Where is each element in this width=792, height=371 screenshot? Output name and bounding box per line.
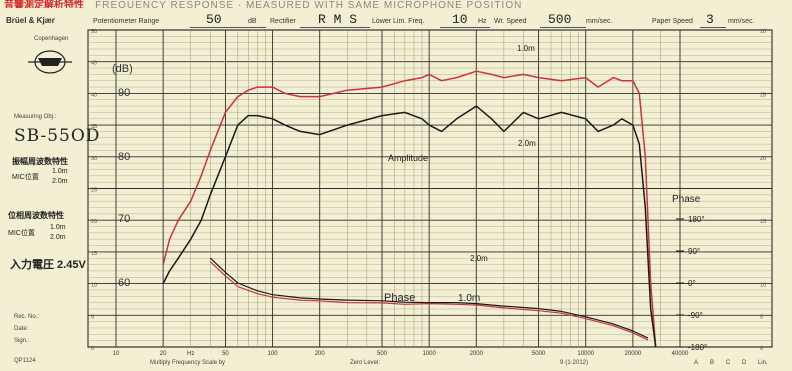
weight-c: C: [726, 360, 730, 366]
weight-b: B: [710, 360, 714, 366]
zero-level-label: Zero Level:: [350, 360, 380, 366]
scale-label: 80: [118, 151, 130, 163]
left-axis-tick: 5: [91, 314, 94, 320]
phase-tick-label: 180°: [688, 215, 705, 224]
weight-lin: Lin.: [758, 360, 768, 366]
scale-label: 70: [118, 213, 130, 225]
right-axis-tick: 10: [760, 29, 766, 35]
annotation-amp-2m: 2.0m: [518, 139, 536, 148]
right-axis-tick: 5: [760, 314, 763, 320]
phase-tick-label: -90°: [688, 311, 703, 320]
annotation-amp-1m: 1.0m: [517, 44, 535, 53]
left-axis-tick: 40: [91, 92, 97, 98]
left-axis-tick: 0: [91, 346, 94, 352]
right-axis-tick: 25: [760, 92, 766, 98]
left-axis-tick: 15: [91, 251, 97, 257]
right-axis-tick: 10: [760, 283, 766, 289]
left-axis-tick: 25: [91, 188, 97, 194]
annotation-amplitude: Amplitude: [388, 153, 428, 163]
weight-a: A: [694, 360, 698, 366]
left-axis-tick: 10: [91, 283, 97, 289]
annotation-phase: Phase: [384, 292, 415, 304]
right-axis-tick: 20: [760, 156, 766, 162]
right-axis-tick: 0: [760, 346, 763, 352]
left-axis-tick: 35: [91, 124, 97, 130]
scale-label: (dB): [112, 63, 133, 75]
annotation-phase-2m: 2.0m: [470, 254, 488, 263]
left-axis-tick: 50: [91, 29, 97, 35]
scale-label: 60: [118, 277, 130, 289]
weight-d: D: [742, 360, 746, 366]
phase-tick-label: -180°: [688, 343, 707, 352]
bottom-strip: Multiply Frequency Scale by Zero Level: …: [0, 355, 792, 371]
annotation-phase-1m: 1.0m: [458, 293, 480, 304]
left-axis-tick: 20: [91, 219, 97, 225]
multiply-label: Multiply Frequency Scale by: [150, 360, 225, 366]
phase-tick-label: 0°: [688, 279, 696, 288]
code-label: 9·(1·2012): [560, 360, 588, 366]
right-axis-tick: 15: [760, 219, 766, 225]
left-axis-tick: 45: [91, 61, 97, 67]
left-axis-tick: 30: [91, 156, 97, 162]
phase-axis-label: Phase: [672, 194, 701, 205]
phase-tick-label: 90°: [688, 247, 700, 256]
scale-label: 90: [118, 87, 130, 99]
